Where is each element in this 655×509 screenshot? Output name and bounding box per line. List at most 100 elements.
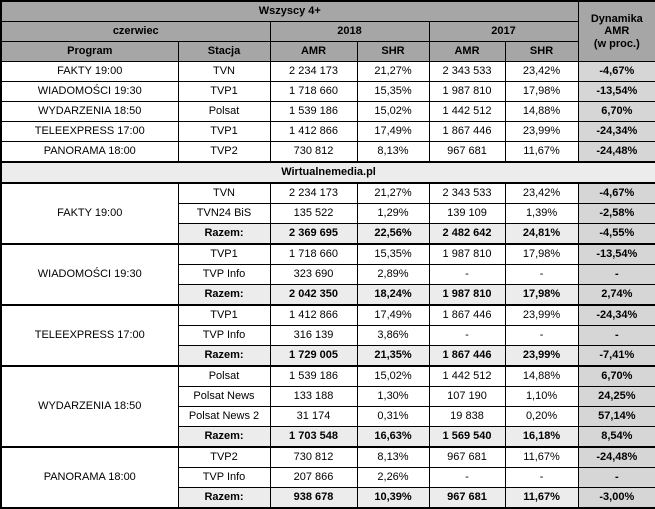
shr-2018-cell: 15,02% bbox=[356, 101, 430, 122]
station-cell: TVP Info bbox=[177, 264, 271, 285]
shr-2017-cell: 14,88% bbox=[504, 365, 579, 387]
program-cell: PANORAMA 18:00 bbox=[0, 446, 179, 509]
shr-2017-cell: 17,98% bbox=[504, 243, 579, 265]
amr-2017-cell: 2 482 642 bbox=[428, 223, 506, 245]
amr-2018-cell: 730 812 bbox=[269, 141, 358, 163]
amr-2018-cell: 316 139 bbox=[269, 325, 358, 346]
station-cell: Razem: bbox=[177, 426, 271, 448]
program-cell: WYDARZENIA 18:50 bbox=[0, 101, 179, 122]
amr-2018-column-header: AMR bbox=[269, 41, 358, 62]
shr-2018-cell: 2,26% bbox=[356, 467, 430, 488]
source-label: Wirtualnemedia.pl bbox=[0, 161, 655, 184]
amr-2017-cell: - bbox=[428, 467, 506, 488]
summary-row: TELEEXPRESS 17:00 TVP1 1 412 866 17,49% 1 86… bbox=[0, 121, 655, 142]
program-cell: WIADOMOŚCI 19:30 bbox=[0, 243, 179, 306]
amr-2018-cell: 1 703 548 bbox=[269, 426, 358, 448]
amr-2017-cell: 1 867 446 bbox=[428, 345, 506, 367]
shr-2018-column-header: SHR bbox=[356, 41, 430, 62]
station-column-header: Stacja bbox=[177, 41, 271, 62]
station-cell: TVP Info bbox=[177, 467, 271, 488]
station-cell: Polsat bbox=[177, 365, 271, 387]
station-cell: TVP1 bbox=[177, 81, 271, 102]
station-cell: TVN bbox=[177, 182, 271, 204]
amr-2017-cell: 1 987 810 bbox=[428, 284, 506, 306]
header-row-period: czerwiec 2018 2017 bbox=[0, 21, 655, 42]
dynamics-cell: -13,54% bbox=[577, 81, 655, 102]
amr-2018-cell: 31 174 bbox=[269, 406, 358, 427]
shr-2017-cell: 11,67% bbox=[504, 141, 579, 163]
amr-2018-cell: 1 539 186 bbox=[269, 101, 358, 122]
dynamics-cell: 6,70% bbox=[577, 101, 655, 122]
dynamics-cell: -4,67% bbox=[577, 61, 655, 82]
amr-2017-cell: 1 442 512 bbox=[428, 365, 506, 387]
amr-2017-cell: 2 343 533 bbox=[428, 61, 506, 82]
amr-2018-cell: 1 539 186 bbox=[269, 365, 358, 387]
dynamics-cell: -7,41% bbox=[577, 345, 655, 367]
station-cell: Polsat News bbox=[177, 386, 271, 407]
shr-2017-cell: - bbox=[504, 264, 579, 285]
shr-2018-cell: 22,56% bbox=[356, 223, 430, 245]
shr-2017-cell: 23,42% bbox=[504, 61, 579, 82]
amr-2017-cell: 1 987 810 bbox=[428, 81, 506, 102]
table-body: FAKTY 19:00 TVN 2 234 173 21,27% 2 343 533 23… bbox=[0, 61, 655, 509]
dynamics-cell: -2,58% bbox=[577, 203, 655, 224]
amr-2018-cell: 1 412 866 bbox=[269, 121, 358, 142]
shr-2017-cell: 14,88% bbox=[504, 101, 579, 122]
shr-2017-cell: 1,10% bbox=[504, 386, 579, 407]
station-cell: Polsat bbox=[177, 101, 271, 122]
shr-2017-cell: - bbox=[504, 325, 579, 346]
shr-2018-cell: 8,13% bbox=[356, 141, 430, 163]
shr-2018-cell: 0,31% bbox=[356, 406, 430, 427]
dynamics-cell: -4,67% bbox=[577, 182, 655, 204]
group-detail-row: TVP Info 316 139 3,86% - - - bbox=[1, 325, 655, 346]
shr-2018-cell: 21,27% bbox=[356, 61, 430, 82]
amr-2017-cell: 1 987 810 bbox=[428, 243, 506, 265]
shr-2017-cell: 23,99% bbox=[504, 121, 579, 142]
group-detail-row: WIADOMOŚCI 19:30 TVP1 1 718 660 15,35% 1 987… bbox=[0, 243, 655, 306]
station-cell: Razem: bbox=[177, 284, 271, 306]
dynamics-cell: - bbox=[577, 264, 655, 285]
dynamics-cell: 24,25% bbox=[577, 386, 655, 407]
amr-2017-cell: 1 867 446 bbox=[428, 304, 506, 326]
amr-2018-cell: 2 042 350 bbox=[269, 284, 358, 306]
dynamics-cell: -3,00% bbox=[577, 487, 655, 509]
station-cell: TVP1 bbox=[177, 243, 271, 265]
group-detail-row: TVN24 BiS 135 522 1,29% 139 109 1,39% -2,58% bbox=[1, 203, 655, 224]
group-total-row: Razem: 1 729 005 21,35% 1 867 446 23,99% -7,4… bbox=[1, 345, 655, 367]
year-2017-header: 2017 bbox=[428, 21, 579, 42]
amr-2017-cell: 1 569 540 bbox=[428, 426, 506, 448]
amr-2017-cell: 2 343 533 bbox=[428, 182, 506, 204]
shr-2018-cell: 10,39% bbox=[356, 487, 430, 509]
group-detail-row: TVP Info 323 690 2,89% - - - bbox=[1, 264, 655, 285]
group-detail-row: TELEEXPRESS 17:00 TVP1 1 412 866 17,49% 1 86… bbox=[0, 304, 655, 367]
station-cell: TVN24 BiS bbox=[177, 203, 271, 224]
station-cell: TVP2 bbox=[177, 141, 271, 163]
dynamics-cell: -4,55% bbox=[577, 223, 655, 245]
summary-row: WYDARZENIA 18:50 Polsat 1 539 186 15,02% 1 4… bbox=[0, 101, 655, 122]
amr-2018-cell: 730 812 bbox=[269, 446, 358, 468]
summary-row: WIADOMOŚCI 19:30 TVP1 1 718 660 15,35% 1 987… bbox=[0, 81, 655, 102]
header-row-audience: Wszyscy 4+ Dynamika AMR (w proc.) bbox=[0, 0, 655, 62]
station-cell: Razem: bbox=[177, 223, 271, 245]
station-cell: Razem: bbox=[177, 487, 271, 509]
group-total-row: Razem: 1 703 548 16,63% 1 569 540 16,18% 8,54… bbox=[1, 426, 655, 448]
shr-2018-cell: 8,13% bbox=[356, 446, 430, 468]
program-cell: TELEEXPRESS 17:00 bbox=[0, 121, 179, 142]
shr-2018-cell: 1,30% bbox=[356, 386, 430, 407]
station-cell: TVP Info bbox=[177, 325, 271, 346]
shr-2017-column-header: SHR bbox=[504, 41, 579, 62]
station-cell: TVP2 bbox=[177, 446, 271, 468]
dynamics-cell: 6,70% bbox=[577, 365, 655, 387]
group-detail-row: Polsat News 2 31 174 0,31% 19 838 0,20% 57,14… bbox=[1, 406, 655, 427]
group-detail-row: WYDARZENIA 18:50 Polsat 1 539 186 15,02% 1 4… bbox=[0, 365, 655, 448]
shr-2018-cell: 2,89% bbox=[356, 264, 430, 285]
amr-2018-cell: 2 234 173 bbox=[269, 61, 358, 82]
group-total-row: Razem: 2 369 695 22,56% 2 482 642 24,81% -4,5… bbox=[1, 223, 655, 245]
summary-row: FAKTY 19:00 TVN 2 234 173 21,27% 2 343 533 23… bbox=[0, 61, 655, 82]
dynamics-cell: -24,48% bbox=[577, 446, 655, 468]
program-cell: PANORAMA 18:00 bbox=[0, 141, 179, 163]
table-header: Wszyscy 4+ Dynamika AMR (w proc.) czerwi… bbox=[0, 0, 655, 62]
amr-2017-cell: 967 681 bbox=[428, 487, 506, 509]
amr-2018-cell: 1 718 660 bbox=[269, 81, 358, 102]
station-cell: TVN bbox=[177, 61, 271, 82]
